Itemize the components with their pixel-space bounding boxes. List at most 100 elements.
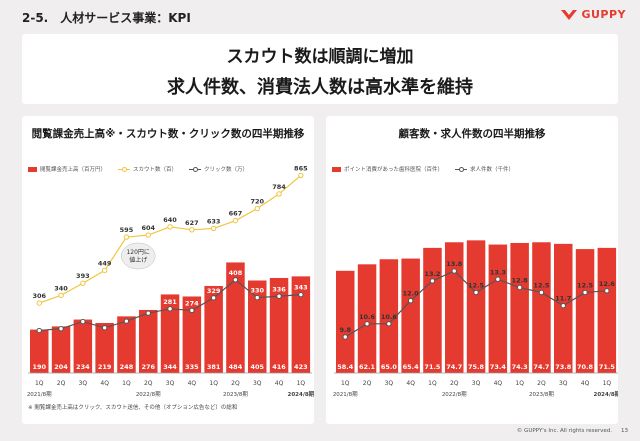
line-point xyxy=(538,289,545,296)
bar xyxy=(510,242,529,373)
x-tick-label: 4Q xyxy=(581,380,590,387)
guppy-logo-icon xyxy=(561,9,578,20)
bar xyxy=(182,296,202,373)
line-value-label: 12.5 xyxy=(468,281,485,289)
legend-label: スカウト数（百） xyxy=(133,167,178,173)
line-point xyxy=(80,318,86,325)
line-value-label: 306 xyxy=(32,292,46,300)
x-tick-label: 2Q xyxy=(363,380,372,387)
bar xyxy=(575,249,595,373)
line-value-label: 343 xyxy=(294,284,308,292)
line-point xyxy=(429,278,436,284)
bar xyxy=(73,319,93,373)
x-tick-label: 4Q xyxy=(406,380,415,387)
legend-swatch xyxy=(332,166,341,172)
x-tick-label: 4Q xyxy=(100,380,109,387)
line-point xyxy=(276,191,282,197)
line-value-label: 12.5 xyxy=(533,281,550,289)
legend-item-jobs: 求人件数（千件） xyxy=(455,165,514,173)
x-period-label: 2022/8期 xyxy=(136,391,161,398)
line-point xyxy=(58,292,64,299)
bar-value-label: 75.8 xyxy=(468,363,485,371)
line-value-label: 13.2 xyxy=(424,270,440,278)
bar xyxy=(336,270,355,373)
bar-value-label: 416 xyxy=(272,363,286,371)
bar-value-label: 234 xyxy=(76,363,90,371)
callout-bubble xyxy=(120,242,156,270)
bar-value-label: 73.8 xyxy=(555,363,572,371)
line-point xyxy=(582,289,588,296)
legend-label: 閲覧課金売上高（百万円） xyxy=(40,167,107,173)
x-tick-label: 1Q xyxy=(209,380,218,387)
line-point xyxy=(495,276,501,282)
line-value-label: 227 xyxy=(120,310,134,318)
line-point xyxy=(560,302,566,309)
headline-line-2: 求人件数、消費法人数は高水準を維持 xyxy=(167,77,473,98)
line-value-label: 720 xyxy=(250,198,264,206)
x-tick-label: 3Q xyxy=(166,380,175,387)
line-point xyxy=(189,227,195,233)
guppy-logo: GUPPY xyxy=(560,8,626,21)
line-value-label: 9.8 xyxy=(339,326,351,334)
line-point xyxy=(123,234,130,240)
bar xyxy=(269,277,289,373)
line-value-label: 604 xyxy=(141,224,155,232)
line-value-label: 11.7 xyxy=(555,295,571,303)
chart-title: 顧客数・求人件数の四半期推移 xyxy=(398,128,546,140)
bar-value-label: 74.3 xyxy=(512,363,528,371)
x-tick-label: 3Q xyxy=(79,380,88,387)
line-value-label: 274 xyxy=(185,299,199,307)
x-tick-label: 4Q xyxy=(275,380,284,387)
bar xyxy=(423,247,442,373)
bar xyxy=(248,280,267,373)
bar xyxy=(532,242,551,373)
bar xyxy=(30,329,49,373)
chart-svg-customers: 58.4 62.1 65.0 65.4 71.5 74.7 75.8 73.4 74.3 74.7… xyxy=(333,240,618,398)
x-tick-label: 2Q xyxy=(450,380,459,387)
chart-svg-revenue: 190 204 234 219 248 276 344 335 381 484 405 416 423 1… xyxy=(27,164,314,398)
line-point xyxy=(101,267,108,274)
chart-legend: ポイント消費があった歯科医院（百件） 求人件数（千件） xyxy=(332,165,614,173)
legend-swatch xyxy=(28,166,37,172)
x-period-label: 2021/8期 xyxy=(27,391,52,398)
legend-label: クリック数（万） xyxy=(204,167,249,173)
line-point xyxy=(451,268,457,274)
line-point xyxy=(36,300,42,306)
line-value-label: 329 xyxy=(207,287,221,295)
bar-value-label: 71.5 xyxy=(599,363,616,371)
line-point xyxy=(232,277,239,283)
bar xyxy=(554,243,573,373)
bar-value-label: 344 xyxy=(163,363,177,371)
line-value-label: 12.5 xyxy=(577,281,594,289)
bar xyxy=(204,285,223,373)
line-value-label: 10.6 xyxy=(359,313,376,321)
x-tick-label: 1Q xyxy=(122,380,131,387)
bar-value-label: 70.8 xyxy=(577,363,594,371)
x-tick-label: 2Q xyxy=(537,380,546,387)
bar-value-label: 65.4 xyxy=(403,363,420,371)
bar xyxy=(357,264,377,373)
line-value-label: 194 xyxy=(54,318,68,326)
x-tick-label: 2Q xyxy=(231,380,240,387)
line-point xyxy=(473,289,479,296)
bar xyxy=(51,326,71,373)
x-tick-label: 4Q xyxy=(188,380,197,387)
callout-text: 値上げ xyxy=(129,256,147,264)
line-point xyxy=(58,325,64,332)
x-tick-label: 1Q xyxy=(341,380,350,387)
bar xyxy=(226,262,245,373)
x-period-label: 2023/8期 xyxy=(529,391,554,398)
line-point xyxy=(254,205,260,212)
line-point xyxy=(342,334,348,340)
x-period-label: 2023/8期 xyxy=(223,391,248,398)
chart-title: 閲覧課金売上高※・スカウト数・クリック数の四半期推移 xyxy=(31,128,305,140)
bar xyxy=(401,258,420,373)
bar-value-label: 74.7 xyxy=(533,363,549,371)
legend-label: ポイント消費があった歯科医院（百件） xyxy=(344,167,444,173)
bar xyxy=(95,322,114,373)
line-point xyxy=(145,232,151,238)
x-tick-label: 1Q xyxy=(297,380,306,387)
bar-value-label: 381 xyxy=(207,363,221,371)
line-value-label: 633 xyxy=(207,217,221,225)
line-point xyxy=(407,298,414,304)
